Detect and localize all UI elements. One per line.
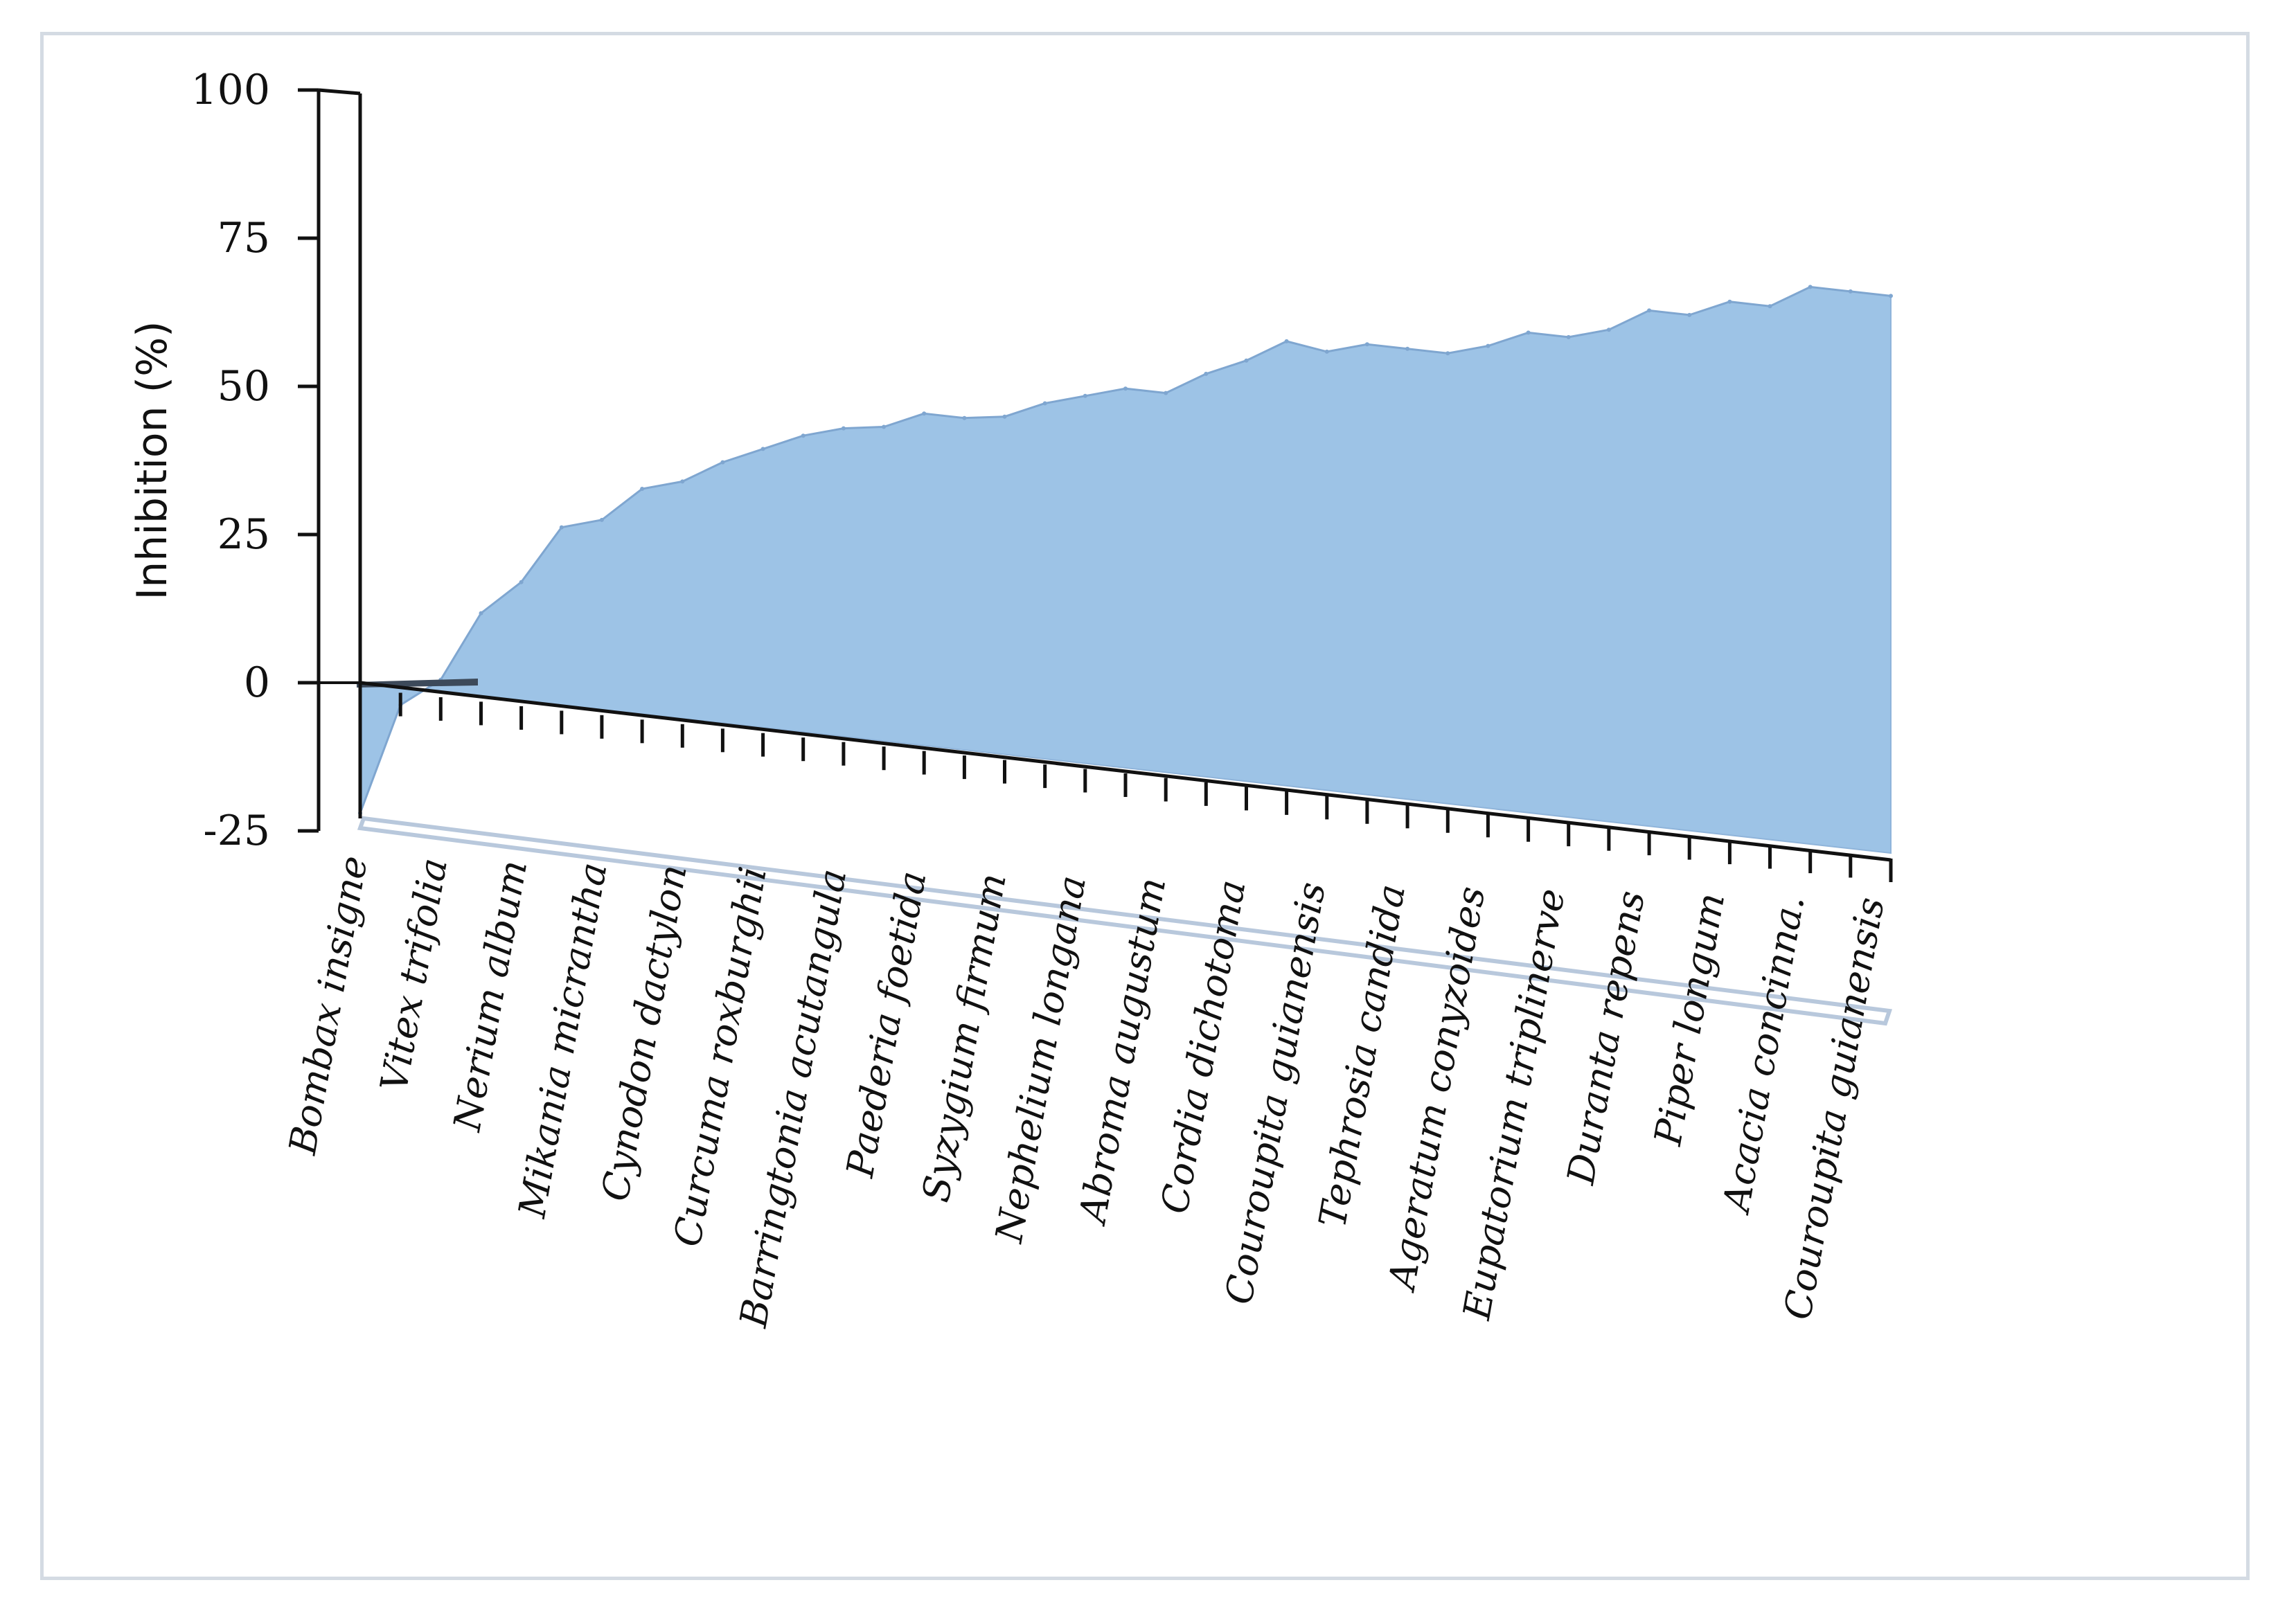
x-category-label: Piper longum <box>1646 890 1733 1149</box>
data-point <box>1848 289 1853 294</box>
data-point <box>882 424 887 429</box>
x-category-label: Bombax insigne <box>281 852 376 1158</box>
data-point <box>1606 328 1611 332</box>
y-axis-title: Inhibition (%) <box>128 321 177 600</box>
data-point <box>1002 414 1007 419</box>
x-category-label: Nerium album <box>445 857 535 1136</box>
data-point <box>479 611 483 616</box>
y-tick-label: 75 <box>217 214 270 262</box>
data-point <box>599 517 604 522</box>
x-axis-line <box>359 681 1892 862</box>
data-point <box>760 447 765 451</box>
data-point <box>1808 285 1813 289</box>
chart-floor <box>357 816 1893 1026</box>
x-category-label: Vitex trifolia <box>372 855 456 1095</box>
y-tick-label: -25 <box>203 807 270 855</box>
data-point <box>1566 334 1571 339</box>
data-point <box>720 460 725 465</box>
data-point <box>1445 351 1450 356</box>
y-tick-label: 0 <box>244 658 270 707</box>
data-point <box>922 411 927 416</box>
x-category-label: Syzygium firmum <box>914 870 1014 1205</box>
data-point <box>1042 401 1047 406</box>
x-category-label: Paederia foetida <box>838 868 935 1181</box>
data-point <box>1889 294 1893 298</box>
data-point <box>1284 339 1289 343</box>
y-tick-label: 25 <box>217 510 270 559</box>
data-point <box>1204 371 1209 376</box>
series-area <box>359 286 1892 854</box>
data-point <box>1486 343 1490 348</box>
y-axis-back-edge <box>318 88 361 96</box>
data-point <box>841 426 846 431</box>
data-point <box>1364 342 1369 347</box>
data-point <box>1727 299 1732 304</box>
data-point <box>519 580 524 584</box>
data-point <box>1083 393 1087 398</box>
x-category-label: Acacia concinna. <box>1714 892 1813 1218</box>
y-tick-label: 100 <box>190 66 270 114</box>
data-point <box>1647 308 1652 313</box>
y-tick-label: 50 <box>217 362 270 411</box>
data-point <box>801 433 806 438</box>
data-point <box>559 525 564 530</box>
data-point <box>1526 330 1531 335</box>
data-point <box>640 487 645 491</box>
x-category-label: Duranta repens <box>1558 888 1653 1188</box>
data-point <box>1687 312 1692 317</box>
x-category-label: Cynodon dactylon <box>593 861 695 1204</box>
data-point <box>680 479 685 484</box>
data-point <box>962 415 967 420</box>
data-point <box>1768 304 1772 309</box>
data-point <box>1164 391 1168 395</box>
data-point <box>1123 386 1128 391</box>
data-point <box>1244 358 1249 363</box>
data-point <box>1324 349 1329 354</box>
data-point <box>1405 346 1410 351</box>
